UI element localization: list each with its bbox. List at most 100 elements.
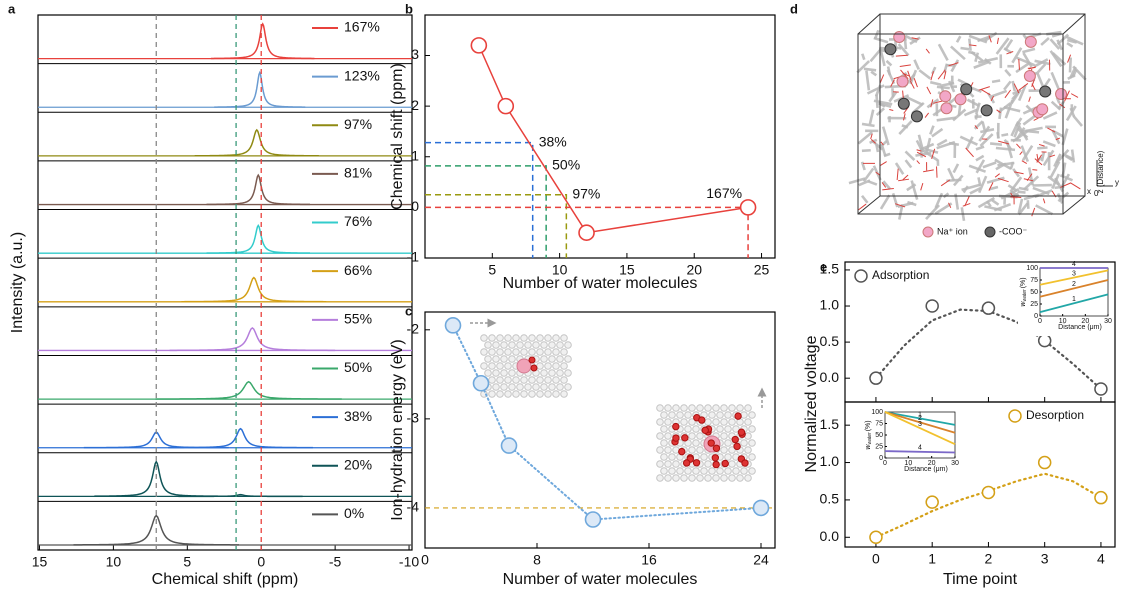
lattice-atom [480, 334, 488, 342]
lattice-atom [544, 376, 552, 384]
marker [869, 371, 883, 385]
y-tick-label: 1.0 [820, 453, 840, 469]
marker [500, 437, 518, 454]
water-chain [1034, 158, 1043, 166]
lattice-atom [488, 362, 496, 370]
x-tick-label: 0 [257, 554, 265, 570]
lattice-atom [536, 348, 544, 356]
y-tick-label: 75 [875, 420, 883, 427]
polymer-chain [986, 176, 1005, 184]
ion-sphere [1023, 70, 1036, 83]
water-chain [937, 69, 946, 80]
lattice-atom [712, 474, 720, 482]
lattice-atom [556, 341, 564, 349]
polymer-chain [1040, 152, 1046, 162]
marker [470, 37, 488, 54]
inset-y-label: wwater(%) [1020, 277, 1028, 306]
lattice-atom [704, 460, 712, 468]
water-chain [948, 62, 959, 67]
lattice-atom [488, 376, 496, 384]
inset-line-label: 3 [1072, 270, 1076, 277]
water-chain [916, 151, 927, 158]
lattice-atom [716, 411, 724, 419]
ion-sphere [980, 104, 993, 117]
polymer-chain [1017, 84, 1027, 102]
water-chain [1036, 153, 1039, 161]
lattice-atom [748, 411, 756, 419]
lattice-atom [660, 425, 668, 433]
water-chain [898, 178, 910, 182]
lattice-atom [500, 383, 508, 391]
lattice-atom [732, 425, 740, 433]
x-tick-label: 30 [1104, 318, 1112, 325]
ion-sphere [960, 83, 973, 96]
polymer-chain [936, 85, 950, 90]
lattice-atom [740, 439, 748, 447]
lattice-atom [508, 341, 516, 349]
lattice-atom [488, 390, 496, 398]
water-chain [962, 202, 971, 207]
polymer-chain [937, 43, 949, 62]
polymer-chain [982, 161, 997, 169]
y-tick-label: 25 [875, 443, 883, 450]
polymer-chain [1017, 190, 1026, 194]
polymer-chain [865, 70, 871, 91]
polymer-chain [1023, 175, 1040, 191]
polymer-chain [1033, 58, 1049, 68]
ion-sphere [1036, 103, 1049, 116]
y-tick-label: 2 [411, 97, 419, 113]
polymer-chain [963, 108, 978, 117]
water-chain [1031, 207, 1036, 217]
polymer-chain [1012, 168, 1020, 178]
polymer-chain [885, 59, 893, 67]
water-chain [1060, 182, 1072, 188]
y-tick-label: 50 [1030, 289, 1038, 296]
lattice-atom [716, 467, 724, 475]
polymer-chain [1050, 100, 1062, 111]
lattice-atom [528, 334, 536, 342]
marker [981, 301, 996, 315]
lattice-atom [664, 460, 672, 468]
water-chain [895, 203, 906, 208]
lattice-atom [552, 376, 560, 384]
polymer-chain [869, 48, 882, 63]
polymer-chain [875, 144, 880, 153]
lattice-atom [728, 404, 736, 412]
x-tick-label: 3 [1041, 551, 1049, 567]
lattice-atom [548, 383, 556, 391]
lattice-atom [528, 348, 536, 356]
polymer-chain [1017, 198, 1024, 214]
lattice-atom [708, 467, 716, 475]
water-chain [920, 182, 924, 191]
polymer-chain [1003, 47, 1013, 54]
water-chain [1010, 196, 1022, 199]
polymer-chain [915, 151, 932, 157]
lattice-atom [728, 418, 736, 426]
lattice-atom [492, 369, 500, 377]
x-tick-label: 20 [1081, 318, 1089, 325]
x-tick-label: 24 [753, 552, 769, 568]
x-tick-label: 4 [1097, 551, 1105, 567]
inset-line [884, 411, 956, 446]
inset-line [884, 450, 956, 454]
axis-name: z (Distance) [1096, 150, 1105, 193]
inset-line-label: 1 [918, 411, 922, 418]
lattice-atom [520, 348, 528, 356]
lattice-atom [520, 334, 528, 342]
lattice-atom [500, 369, 508, 377]
lattice-atom [544, 362, 552, 370]
water-chain [916, 160, 921, 165]
lattice-atom [560, 376, 568, 384]
y-axis-label: Chemical shift (ppm) [389, 63, 406, 210]
lattice-atom [672, 404, 680, 412]
polymer-chain [1021, 144, 1034, 162]
polymer-chain [968, 164, 987, 173]
plot-frame [844, 401, 1116, 548]
water [737, 428, 746, 436]
lattice-atom [692, 425, 700, 433]
ion-sphere [939, 90, 952, 103]
water [741, 459, 749, 467]
lattice-atom [536, 390, 544, 398]
polymer-chain [947, 167, 956, 182]
